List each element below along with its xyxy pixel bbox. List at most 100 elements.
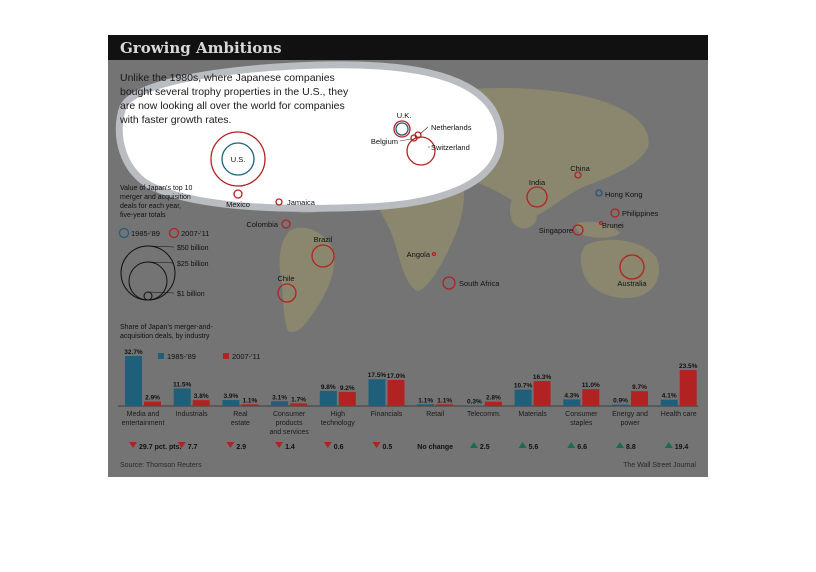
bar-value-label: 23.5% <box>679 363 698 370</box>
bar-value-label: 4.3% <box>564 392 579 399</box>
down-arrow-icon <box>323 442 332 448</box>
down-arrow-icon <box>177 442 186 448</box>
down-arrow-icon <box>129 442 137 448</box>
category-label: Health care <box>661 411 697 418</box>
country-label-south-africa: South Africa <box>459 279 500 288</box>
category-label: High <box>331 411 346 418</box>
country-label-belgium: Belgium <box>371 137 398 146</box>
bubble-legend: Value of Japan's top 10 merger and acquis… <box>118 185 209 301</box>
bar-chart-heading: acquisition deals, by industry <box>120 333 210 340</box>
bubble-2007-philippines <box>610 208 620 218</box>
up-arrow-icon <box>567 442 576 448</box>
category-label: entertainment <box>122 420 165 427</box>
bar-2007 <box>484 401 502 406</box>
change-label: 2.5 <box>480 444 490 451</box>
bubble-2007-u-s- <box>210 131 266 187</box>
country-label-singapore: Singapore <box>539 226 573 235</box>
bubble-2007-brazil <box>311 244 335 268</box>
bar-value-label: 3.8% <box>194 393 209 400</box>
bubble-2007-colombia <box>281 219 291 229</box>
country-label-mexico: Mexico <box>226 200 250 209</box>
category-label: Financials <box>371 411 403 418</box>
category-label: Materials <box>518 411 547 418</box>
category-label: Telecomm. <box>467 411 501 418</box>
bar-value-label: 17.5% <box>368 372 387 379</box>
change-label: 7.7 <box>188 444 198 451</box>
category-label: power <box>620 420 640 427</box>
category-label: Energy and <box>612 411 648 418</box>
bubble-legend-heading: deals for each year, <box>120 203 181 210</box>
change-label: No change <box>417 444 453 451</box>
bar-value-label: 2.9% <box>145 395 160 402</box>
up-arrow-icon <box>469 442 478 448</box>
intro-text: Unlike the 1980s, where Japanese compani… <box>119 72 349 126</box>
bar-value-label: 9.7% <box>632 384 647 391</box>
bar-legend-1985-label: 1985-'89 <box>167 352 196 361</box>
bar-value-label: 4.1% <box>662 393 677 400</box>
bubble-2007-australia <box>619 254 645 280</box>
country-label-jamaica: Jamaica <box>287 198 316 207</box>
legend-size-leader <box>147 245 175 248</box>
legend-size-label: $1 billion <box>177 291 205 298</box>
bar-value-label: 3.1% <box>272 394 287 401</box>
category-label: Consumer <box>273 411 306 418</box>
bar-legend-2007-label: 2007-'11 <box>232 352 260 361</box>
country-label-philippines: Philippines <box>622 209 659 218</box>
category-label: products <box>276 420 303 427</box>
legend-size-leader <box>147 261 175 264</box>
bar-1985 <box>368 379 386 406</box>
up-arrow-icon <box>518 442 527 448</box>
change-label: 0.6 <box>334 444 344 451</box>
bar-2007 <box>192 400 210 406</box>
bar-1985 <box>125 356 142 406</box>
bar-2007 <box>436 404 454 406</box>
bubble-1985-u-s- <box>221 142 255 176</box>
country-label-switzerland: Switzerland <box>431 143 470 152</box>
category-label: and services <box>269 429 309 436</box>
bar-value-label: 0.3% <box>467 399 482 406</box>
bar-2007 <box>679 370 697 406</box>
bar-value-label: 2.8% <box>486 395 501 402</box>
bubble-2007-angola <box>431 251 437 257</box>
country-label-brazil: Brazil <box>314 235 333 244</box>
change-label: 0.5 <box>383 444 393 451</box>
bubble-2007-india <box>526 186 548 208</box>
change-label: 5.6 <box>529 444 539 451</box>
source-note: Source: Thomson Reuters <box>120 462 202 469</box>
change-label: 2.9 <box>236 444 246 451</box>
category-label: Industrials <box>176 411 208 418</box>
bubble-2007-brunei <box>598 220 604 226</box>
bar-2007 <box>533 381 551 406</box>
india-shape <box>509 194 537 229</box>
bubble-1985-u-k- <box>395 122 409 136</box>
bar-legend-2007-swatch <box>223 353 229 359</box>
intro-line: bought several trophy properties in the … <box>120 86 349 98</box>
intro-line: Unlike the 1980s, where Japanese compani… <box>120 72 335 84</box>
bar-2007 <box>338 391 356 406</box>
intro-line: with faster growth rates. <box>119 114 231 126</box>
bar-value-label: 11.0% <box>582 382 600 389</box>
bar-1985 <box>173 388 191 406</box>
bar-value-label: 9.8% <box>321 384 336 391</box>
category-label: estate <box>231 420 250 427</box>
bar-value-label: 16.3% <box>533 374 552 381</box>
down-arrow-icon <box>372 442 381 448</box>
category-label: staples <box>570 420 593 427</box>
bar-value-label: 17.0% <box>387 373 406 380</box>
bar-1985 <box>563 399 581 406</box>
legend-1985-swatch <box>118 227 130 239</box>
legend-size-circle <box>128 261 168 301</box>
bubble-2007-mexico <box>233 189 243 199</box>
chart-canvas: Unlike the 1980s, where Japanese compani… <box>115 61 698 469</box>
bar-1985 <box>612 404 629 406</box>
category-label: Real <box>233 411 248 418</box>
change-label: 29.7 pct. pts. <box>139 444 181 451</box>
country-label-angola: Angola <box>407 250 431 259</box>
bar-value-label: 1.1% <box>418 397 433 404</box>
bar-1985 <box>271 401 289 406</box>
bar-2007 <box>290 403 308 406</box>
bar-2007 <box>582 389 600 406</box>
up-arrow-icon <box>664 442 673 448</box>
legend-1985-label: 1985-'89 <box>131 229 160 238</box>
country-label-u-k-: U.K. <box>397 111 412 120</box>
